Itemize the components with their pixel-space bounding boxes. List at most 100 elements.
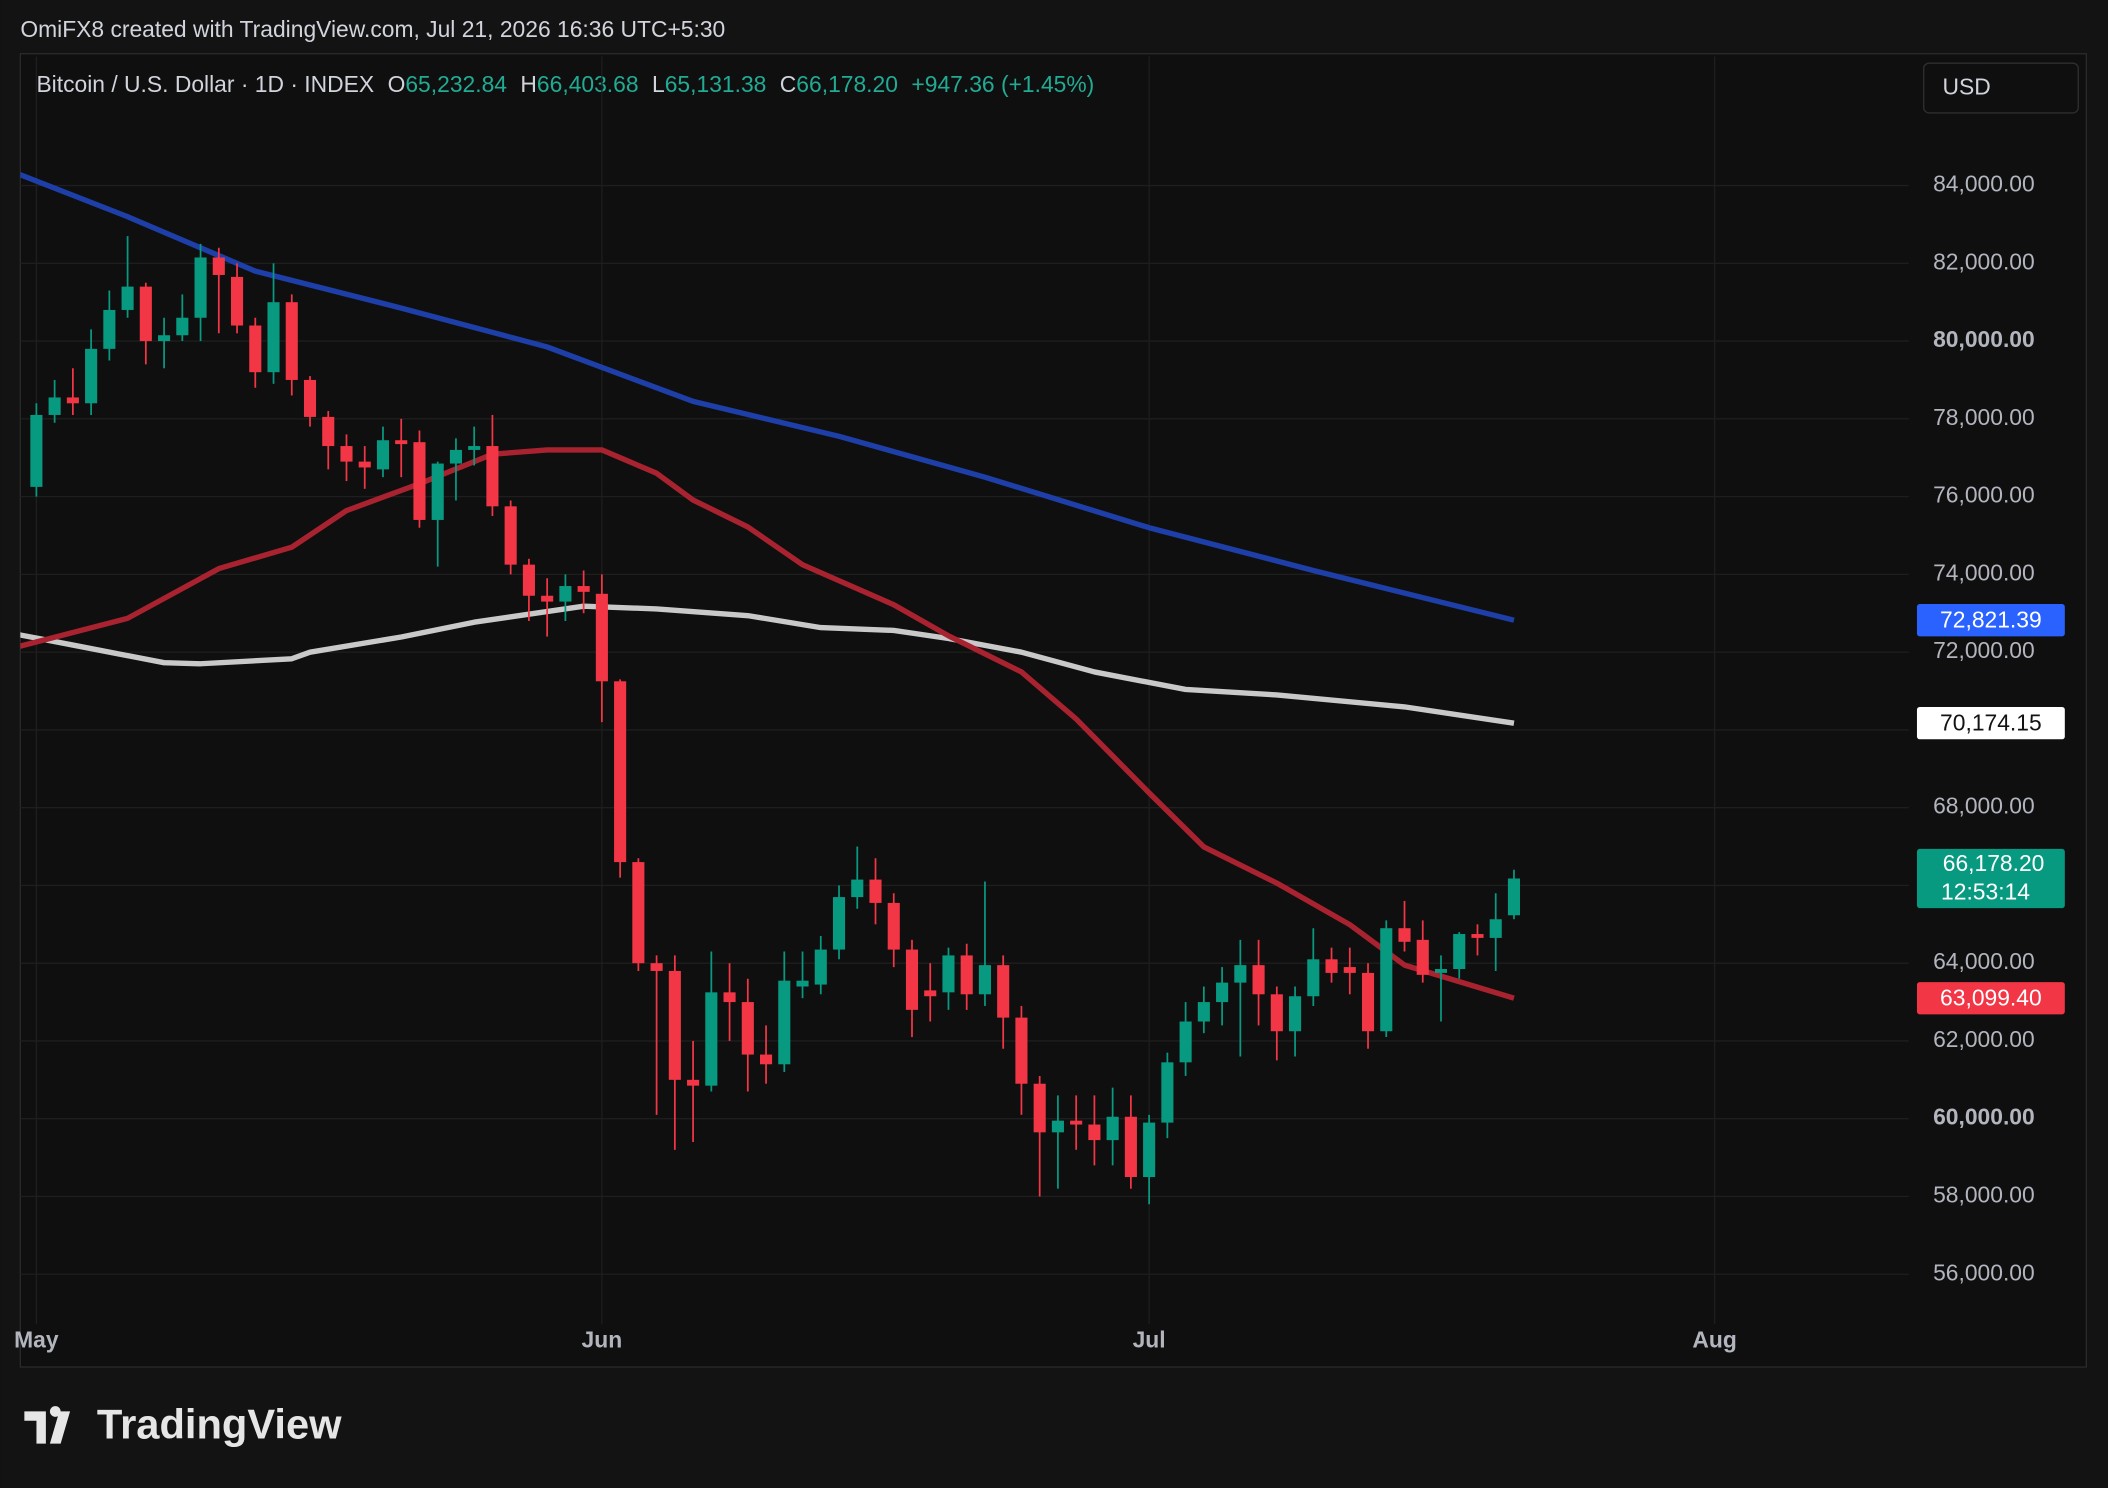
candle-body [85, 348, 98, 404]
candle-body [322, 416, 335, 447]
y-tick-label: 68,000.00 [1933, 793, 2035, 819]
y-tick-label: 78,000.00 [1933, 404, 2035, 430]
candle-body [577, 586, 590, 592]
candle-body [1234, 965, 1247, 983]
candle-body [1033, 1083, 1046, 1133]
candle-body [504, 506, 517, 565]
candle-body [632, 862, 645, 964]
x-tick-label: Jun [582, 1327, 623, 1353]
candle-body [832, 897, 846, 950]
attribution: OmiFX8 created with TradingView.com, Jul… [20, 16, 725, 42]
moving-average [20, 603, 1515, 726]
x-tick-label: Jul [1133, 1327, 1166, 1353]
candle-body [541, 595, 554, 602]
y-tick-label: 74,000.00 [1933, 559, 2035, 585]
candle-body [723, 992, 736, 1003]
price-label-box [1916, 604, 2065, 637]
last-price-box [1916, 848, 2065, 909]
candle-body [614, 681, 627, 863]
candle-body [1197, 1002, 1210, 1022]
symbol-line: Bitcoin / U.S. Dollar · 1D · INDEX O65,23… [36, 71, 1094, 97]
x-tick-label: May [14, 1327, 59, 1353]
candle-body [468, 446, 481, 450]
candle-body [796, 980, 809, 987]
candle-body [486, 446, 499, 507]
candle-body [1252, 965, 1265, 995]
y-tick-label: 62,000.00 [1933, 1026, 2035, 1052]
candle-body [1325, 959, 1338, 973]
y-tick-label: 80,000.00 [1933, 326, 2035, 352]
candle-body [814, 949, 827, 985]
candle-body [176, 317, 189, 336]
candle-body [431, 463, 444, 520]
candle-body [760, 1054, 773, 1065]
candle-body [358, 461, 371, 468]
candle-body [1453, 934, 1466, 970]
candle-body [1143, 1122, 1156, 1178]
candle-body [1380, 928, 1393, 1032]
candle-body [1216, 982, 1229, 1003]
price-label-box [1916, 982, 2065, 1015]
candle-body [778, 980, 791, 1065]
y-tick-label: 84,000.00 [1933, 171, 2035, 197]
candle-body [395, 440, 408, 445]
candle-body [103, 309, 116, 349]
ohlc-value: 65,131.38 [665, 71, 767, 97]
candle-body [1507, 878, 1521, 916]
candle-body [30, 414, 43, 487]
moving-average [20, 171, 1515, 623]
price-label: 72,821.39 [1940, 607, 2042, 633]
candle-body [1307, 959, 1320, 997]
candle-body [1015, 1017, 1028, 1084]
currency-button[interactable] [1923, 62, 2079, 114]
ohlc-key: O [388, 71, 406, 97]
candle-body [1398, 928, 1411, 942]
candle-body [303, 379, 317, 417]
candle-body [1361, 972, 1375, 1032]
logo: TradingView [97, 1401, 342, 1448]
candle-body [924, 990, 937, 997]
ohlc-value: 65,232.84 [405, 71, 507, 97]
candle-body [121, 286, 134, 310]
candle-body [1471, 934, 1484, 938]
candle-body [1179, 1021, 1192, 1063]
candle-body [1416, 939, 1429, 975]
candle-body [687, 1079, 700, 1086]
candle-body [212, 257, 225, 275]
candle-body [413, 442, 426, 520]
candle-body [942, 955, 955, 993]
candle-body [887, 902, 900, 950]
candle-body [340, 446, 353, 462]
y-tick-label: 64,000.00 [1933, 948, 2035, 974]
countdown-label: 12:53:14 [1941, 878, 2030, 904]
moving-average [20, 447, 1515, 1001]
candle-body [705, 992, 718, 1086]
candle-body [1289, 996, 1302, 1032]
ohlc-value: 66,403.68 [537, 71, 639, 97]
candle-body [66, 397, 79, 404]
candle-body [449, 449, 462, 464]
candle-body [960, 955, 973, 995]
candle-body [48, 397, 61, 415]
candle-body [194, 257, 207, 318]
candle-body [1088, 1124, 1101, 1141]
candle-body [267, 302, 280, 373]
candle-body [1161, 1062, 1174, 1123]
axes: 56,000.00 58,000.00 60,000.00 62,000.00 64,0… [14, 171, 2065, 1353]
candle-body [249, 325, 262, 373]
y-tick-label: 76,000.00 [1933, 482, 2035, 508]
candle-body [595, 593, 608, 682]
candle-body [158, 335, 171, 342]
candle-body [997, 965, 1010, 1018]
change: +947.36 (+1.45%) [911, 71, 1094, 97]
ohlc-value: 66,178.20 [796, 71, 898, 97]
candle-body [522, 564, 535, 596]
candle-body [285, 302, 298, 380]
currency-label: USD [1942, 74, 1990, 100]
candle-body [1106, 1116, 1119, 1141]
candle-body [1343, 967, 1356, 973]
price-label-box [1916, 706, 2065, 740]
candle-body [869, 879, 882, 903]
candle-body [1070, 1120, 1083, 1125]
candle-body [230, 276, 244, 326]
